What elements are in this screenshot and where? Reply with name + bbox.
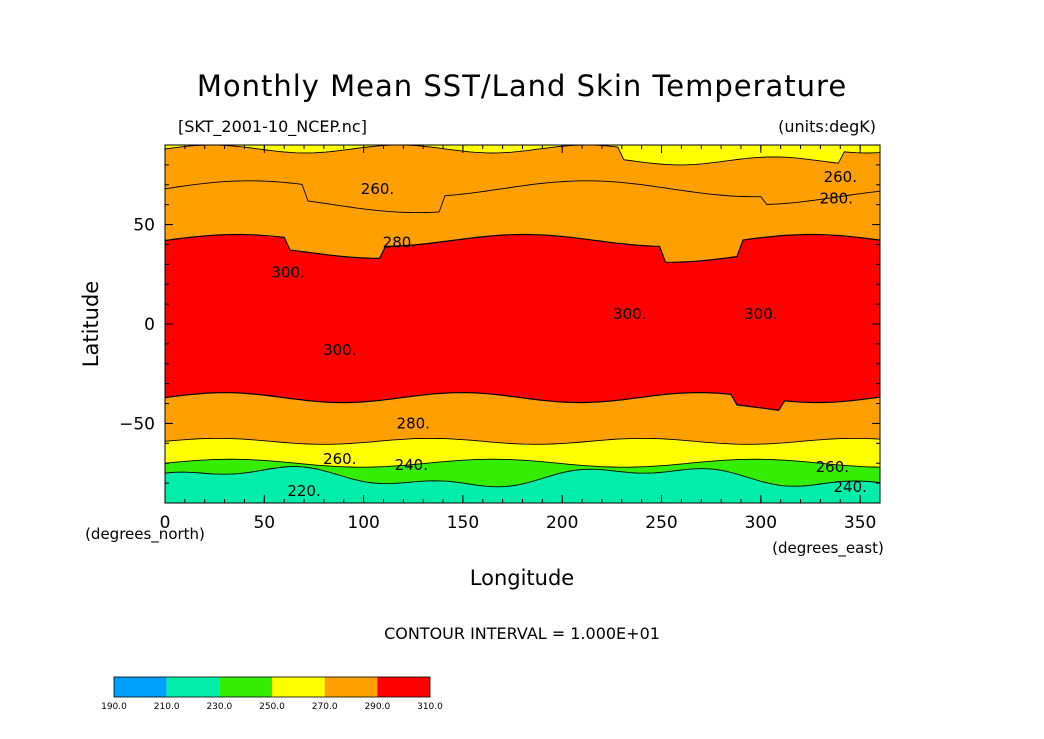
contour-label: 280.	[820, 190, 853, 208]
x-tick-label: 50	[253, 513, 275, 533]
x-tick-label: 100	[347, 513, 379, 533]
colorbar-swatch	[377, 677, 430, 697]
colorbar-label: 290.0	[364, 702, 390, 712]
colorbar-swatch	[219, 677, 272, 697]
axis-ticks: 0 50 100 150 200 250 300 350 50 0 −50	[119, 145, 880, 533]
colorbar-swatch	[272, 677, 325, 697]
contour-label: 260.	[816, 458, 849, 476]
plot-area: 260. 280. 300. 300. 300. 300. 280. 260. 240. 220.…	[119, 144, 881, 533]
colorbar-label: 190.0	[101, 702, 127, 712]
colorbar-label: 210.0	[154, 702, 180, 712]
x-tick-label: 150	[447, 513, 479, 533]
x-axis-label: Longitude	[470, 566, 574, 590]
colorbar-frame	[113, 676, 431, 698]
contour-label: 220.	[287, 482, 320, 500]
x-tick-label: 250	[645, 513, 677, 533]
colorbar-label: 270.0	[312, 702, 338, 712]
contour-label: 280.	[383, 233, 416, 251]
chart-title: Monthly Mean SST/Land Skin Temperature	[197, 69, 847, 103]
chart-subtitle-right: (units:degK)	[778, 117, 876, 136]
contour-label: 260.	[824, 168, 857, 186]
y-unit-label: (degrees_north)	[85, 525, 205, 544]
contour-line	[164, 144, 881, 166]
contour-line	[164, 391, 881, 411]
x-tick-label: 300	[745, 513, 777, 533]
colorbar-swatch	[166, 677, 220, 697]
colorbar-label: 310.0	[417, 702, 443, 712]
band-290-310	[165, 234, 880, 411]
colorbar-label: 250.0	[259, 702, 285, 712]
contour-lines	[164, 144, 881, 488]
contour-label: 300.	[271, 263, 304, 281]
x-tick-label: 0	[160, 513, 171, 533]
y-axis-label: Latitude	[79, 281, 103, 367]
x-tick-label: 350	[844, 513, 876, 533]
y-tick-label: 0	[144, 315, 155, 335]
temperature-fill	[165, 145, 880, 503]
colorbar: 190.0 210.0 230.0 250.0 270.0 290.0 310.0	[101, 676, 443, 712]
contour-line	[164, 458, 881, 468]
colorbar-swatch	[324, 677, 378, 697]
y-tick-label: −50	[119, 414, 155, 434]
contour-label: 240.	[834, 478, 867, 496]
colorbar-swatch	[114, 677, 167, 697]
contour-label: 300.	[323, 341, 356, 359]
contour-line	[164, 233, 881, 263]
x-unit-label: (degrees_east)	[772, 539, 884, 558]
contour-label: 280.	[397, 414, 430, 432]
contour-line	[164, 180, 881, 214]
x-tick-label: 200	[546, 513, 578, 533]
contour-label: 300.	[613, 305, 646, 323]
contour-label: 260.	[323, 450, 356, 468]
contour-labels: 260. 280. 300. 300. 300. 300. 280. 260. 240. 220.…	[271, 168, 866, 500]
contour-label: 300.	[744, 305, 777, 323]
contour-label: 240.	[395, 456, 428, 474]
contour-label: 260.	[361, 180, 394, 198]
contour-line	[164, 466, 881, 488]
colorbar-label: 230.0	[206, 702, 232, 712]
chart-subtitle-left: [SKT_2001-10_NCEP.nc]	[178, 117, 367, 137]
y-tick-label: 50	[133, 216, 155, 236]
contour-line	[164, 437, 881, 445]
contour-interval: CONTOUR INTERVAL = 1.000E+01	[384, 624, 660, 643]
